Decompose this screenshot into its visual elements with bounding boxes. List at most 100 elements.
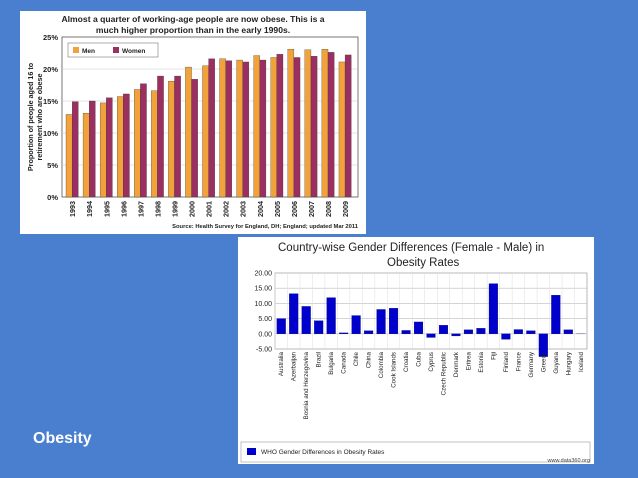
bar-women xyxy=(123,93,130,198)
x-tick-label: 2009 xyxy=(341,201,350,217)
x-tick-label: Germany xyxy=(528,351,535,377)
y-tick-label: 15.00 xyxy=(254,286,272,293)
x-tick-label: 1997 xyxy=(136,201,145,217)
bar-women xyxy=(276,54,284,198)
bar-men xyxy=(134,89,141,198)
x-tick-label: 2005 xyxy=(273,201,282,217)
x-tick-label: Azerbaijan xyxy=(291,351,298,381)
bar-men xyxy=(270,57,277,198)
slide-title: Obesity xyxy=(33,430,92,447)
gender-difference-chart-svg: Country-wise Gender Differences (Female … xyxy=(240,242,591,464)
bar-gender-difference xyxy=(501,333,511,340)
x-tick-label: 2008 xyxy=(324,201,333,217)
y-tick-label: -5.00 xyxy=(256,347,272,354)
bar-gender-difference xyxy=(276,318,286,334)
bar-gender-difference xyxy=(314,320,324,334)
bar-gender-difference xyxy=(551,295,561,334)
chart-title-line: Country-wise Gender Differences (Female … xyxy=(278,242,544,254)
x-tick-label: 2007 xyxy=(307,201,316,217)
x-tick-label: Hungary xyxy=(565,351,572,375)
x-tick-label: 2006 xyxy=(290,201,299,217)
y-axis-label-line: Proportion of people aged 16 to xyxy=(26,62,35,171)
y-tick-label: 20% xyxy=(43,65,58,74)
x-tick-label: 1999 xyxy=(170,201,179,217)
y-tick-label: 25% xyxy=(43,33,58,42)
watermark: www.data360.org xyxy=(547,458,591,464)
bar-women xyxy=(344,54,352,198)
bar-gender-difference xyxy=(414,321,424,334)
bar-women xyxy=(191,79,198,198)
y-axis-label: Proportion of people aged 16 to retiremen… xyxy=(26,62,44,171)
bar-gender-difference xyxy=(376,309,386,334)
bar-gender-difference xyxy=(438,325,448,334)
x-tick-label: Croatia xyxy=(403,351,410,372)
legend-label: WHO Gender Differences in Obesity Rates xyxy=(261,449,385,456)
y-tick-label: 10% xyxy=(43,129,58,138)
x-tick-label: 1996 xyxy=(119,201,128,217)
legend-swatch xyxy=(247,448,256,455)
x-tick-label: Bosnia and Herzegovina xyxy=(303,351,310,419)
bar-women xyxy=(225,60,232,198)
bar-gender-difference xyxy=(389,308,399,334)
chart-title-line: much higher proportion than in the early… xyxy=(96,25,290,35)
x-tick-label: 1994 xyxy=(85,201,94,217)
bar-men xyxy=(117,96,124,198)
bar-gender-difference xyxy=(426,333,436,338)
bar-gender-difference xyxy=(463,329,473,334)
x-tick-label: 2004 xyxy=(256,201,265,217)
legend-box xyxy=(240,441,591,463)
bar-women xyxy=(310,56,318,198)
x-tick-label: China xyxy=(366,351,373,368)
bar-men xyxy=(185,66,192,198)
bar-gender-difference xyxy=(488,283,498,334)
x-tick-label: Chile xyxy=(353,351,360,366)
bar-gender-difference xyxy=(526,330,536,334)
bar-gender-difference xyxy=(513,329,523,334)
x-tick-label: France xyxy=(515,351,522,371)
chart-title-line: Obesity Rates xyxy=(387,257,459,269)
bar-women xyxy=(140,83,147,198)
bar-gender-difference xyxy=(364,330,374,334)
y-tick-label: 5% xyxy=(47,161,58,170)
bar-women xyxy=(208,58,215,198)
x-tick-label: Colombia xyxy=(378,351,385,378)
bar-gender-difference xyxy=(451,333,461,337)
x-tick-label: 2002 xyxy=(222,201,231,217)
bar-men xyxy=(321,49,329,198)
y-tick-label: 0.00 xyxy=(258,331,272,338)
x-tick-label: Denmark xyxy=(453,351,460,377)
x-tick-label: 2001 xyxy=(205,201,214,217)
x-tick-label: Cook Islands xyxy=(391,352,398,388)
bar-gender-difference xyxy=(476,328,486,334)
x-tick-label: Brazil xyxy=(316,352,323,367)
legend-label: Men xyxy=(82,48,95,55)
bar-gender-difference xyxy=(563,329,573,334)
bar-men xyxy=(219,58,226,198)
bar-men xyxy=(253,55,260,198)
uk-obesity-chart: Almost a quarter of working-age people a… xyxy=(20,11,366,234)
legend-swatch xyxy=(73,47,79,53)
x-tick-label: Australia xyxy=(278,351,285,376)
x-tick-label: 1995 xyxy=(102,201,111,217)
x-tick-label: Cuba xyxy=(416,351,423,366)
gender-difference-chart: Country-wise Gender Differences (Female … xyxy=(238,237,594,464)
y-tick-label: 0% xyxy=(47,193,58,202)
x-tick-label: 1998 xyxy=(153,201,162,217)
bar-men xyxy=(99,102,107,198)
y-axis-label-line: retirement who are obese xyxy=(35,73,44,160)
bar-women xyxy=(327,52,335,198)
bar-gender-difference xyxy=(301,306,311,334)
bar-women xyxy=(293,57,301,198)
bar-gender-difference xyxy=(351,315,361,334)
bar-women xyxy=(106,97,113,198)
bar-gender-difference xyxy=(401,330,411,334)
bar-men xyxy=(338,61,346,198)
chart-source: Source: Health Survey for England, DH; E… xyxy=(172,224,359,230)
bar-men xyxy=(287,49,295,198)
x-tick-label: 1993 xyxy=(68,201,77,217)
x-tick-label: 2003 xyxy=(239,201,248,217)
bar-gender-difference xyxy=(326,297,336,334)
bar-men xyxy=(202,65,209,198)
bar-women xyxy=(89,100,96,198)
bar-women xyxy=(157,75,164,198)
